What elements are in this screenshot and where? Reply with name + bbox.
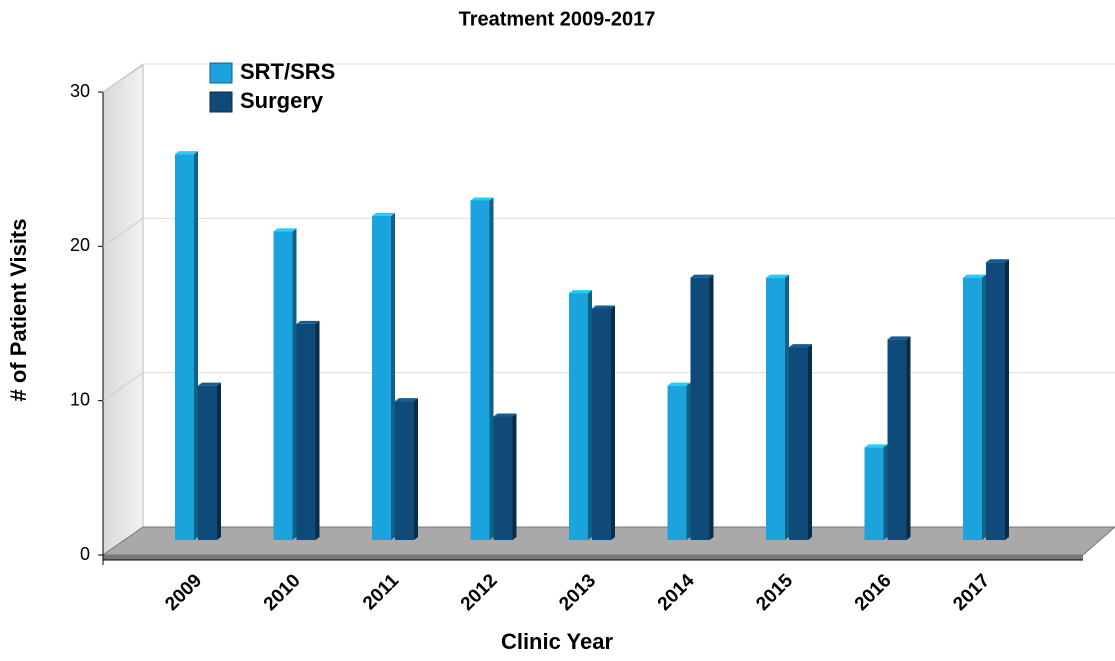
legend-swatch xyxy=(209,62,233,84)
x-tick-label: 2017 xyxy=(949,570,994,615)
x-tick-label: 2015 xyxy=(752,570,797,615)
bar-face xyxy=(789,344,812,348)
bar-face xyxy=(569,293,588,540)
legend-label: SRT/SRS xyxy=(240,59,335,84)
bar xyxy=(296,320,320,540)
bar xyxy=(273,228,297,541)
x-tick-label: 2010 xyxy=(260,570,305,615)
bar-face xyxy=(986,262,1005,540)
bar-face xyxy=(690,277,710,540)
bar-face xyxy=(1005,259,1009,540)
bar-face xyxy=(372,215,391,540)
bar-face xyxy=(982,274,986,540)
bar-face xyxy=(887,339,907,540)
bar-face xyxy=(273,231,293,541)
bar xyxy=(667,382,691,540)
bar-face xyxy=(588,290,592,540)
chart-title: Treatment 2009-2017 xyxy=(459,8,656,30)
y-axis-label: # of Patient Visits xyxy=(6,219,31,402)
bar xyxy=(789,344,812,540)
grid-line xyxy=(102,63,144,93)
bar xyxy=(175,151,198,540)
bar-face xyxy=(198,382,221,386)
bar xyxy=(198,382,221,540)
bar-face xyxy=(864,444,888,448)
bar-face xyxy=(569,290,592,294)
bar-face xyxy=(766,274,789,278)
x-tick-label: 2016 xyxy=(851,570,896,615)
x-tick-label: 2013 xyxy=(555,570,600,615)
bar xyxy=(592,305,615,540)
bar-face xyxy=(808,344,812,540)
bar-face xyxy=(864,447,884,540)
bar-face xyxy=(592,305,615,309)
bar xyxy=(493,413,517,540)
bar-face xyxy=(493,416,513,540)
bar-face xyxy=(489,197,494,540)
bar-face xyxy=(296,323,316,540)
bar xyxy=(963,274,986,540)
bar xyxy=(766,274,789,540)
bar-face xyxy=(470,197,494,201)
y-tick-label: 30 xyxy=(70,81,90,101)
bar-face xyxy=(493,413,517,417)
bar-face xyxy=(785,274,789,540)
grid-line xyxy=(102,372,144,402)
bar-face xyxy=(512,413,517,540)
bar-face xyxy=(883,444,888,540)
bar-face xyxy=(789,347,808,540)
floor-edge xyxy=(103,555,1083,560)
bar-face xyxy=(273,228,297,232)
x-tick-label: 2009 xyxy=(161,570,206,615)
bar-face xyxy=(690,274,714,278)
bar-face xyxy=(296,320,320,324)
grid-line xyxy=(102,217,144,247)
bar xyxy=(864,444,888,540)
bar-face xyxy=(372,212,395,216)
bar-face xyxy=(198,385,217,540)
bar-face xyxy=(887,336,911,340)
bar-face xyxy=(906,336,911,540)
bar-face xyxy=(470,200,490,540)
bar-face xyxy=(611,305,615,540)
x-tick-label: 2014 xyxy=(654,570,699,615)
side-wall xyxy=(102,64,144,556)
bar-face xyxy=(766,277,785,540)
bar-face xyxy=(217,382,221,540)
bar xyxy=(887,336,911,540)
bar-face xyxy=(175,154,194,540)
bar-face xyxy=(391,212,395,540)
bar xyxy=(569,290,592,540)
x-tick-label: 2012 xyxy=(457,570,502,615)
bar xyxy=(470,197,494,540)
y-tick-label: 20 xyxy=(70,235,90,255)
bar-face xyxy=(963,274,986,278)
bar-face xyxy=(667,382,691,386)
y-tick-label: 0 xyxy=(80,544,90,564)
bar-face xyxy=(395,401,414,540)
bar-face xyxy=(414,398,418,540)
x-axis-label: Clinic Year xyxy=(501,629,614,654)
bar-face xyxy=(986,259,1009,263)
bar-face xyxy=(709,274,714,540)
bar-face xyxy=(686,382,691,540)
bar-face xyxy=(315,320,320,540)
y-tick-label: 10 xyxy=(70,389,90,409)
bar-face xyxy=(292,228,297,541)
bar xyxy=(986,259,1009,540)
legend-swatch xyxy=(209,91,233,113)
bar-face xyxy=(963,277,982,540)
bar-face xyxy=(592,308,611,540)
bar xyxy=(690,274,714,540)
bar-face xyxy=(175,151,198,155)
legend-label: Surgery xyxy=(240,88,324,113)
bar-face xyxy=(395,398,418,402)
bar-face xyxy=(194,151,198,540)
x-tick-label: 2011 xyxy=(359,570,403,614)
bar xyxy=(372,212,395,540)
bar-face xyxy=(667,385,687,540)
bar xyxy=(395,398,418,540)
